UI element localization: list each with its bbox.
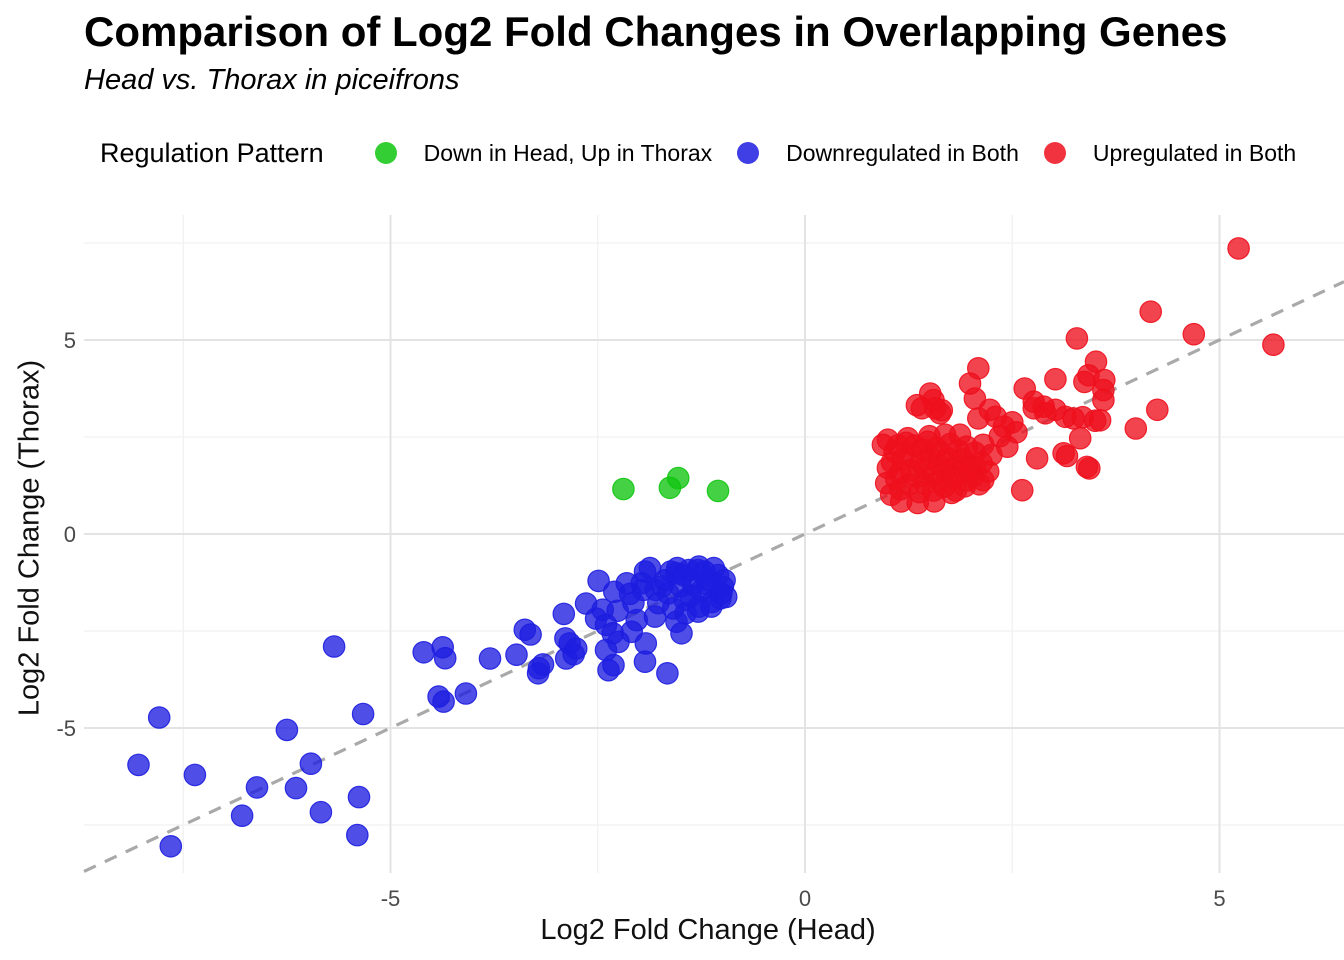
data-point: [552, 602, 576, 626]
y-axis-title: Log2 Fold Change (Thorax): [13, 359, 46, 717]
legend-label: Upregulated in Both: [1092, 139, 1297, 166]
x-tick-label: 0: [799, 886, 811, 911]
data-point: [159, 834, 183, 858]
data-point: [612, 477, 635, 501]
data-point: [587, 569, 610, 593]
data-point: [564, 637, 588, 660]
data-point: [345, 823, 369, 847]
data-point: [1065, 327, 1089, 350]
data-point: [1227, 237, 1250, 260]
data-point: [1078, 457, 1101, 480]
legend-item-down-head-up-thorax[interactable]: Down in Head, Up in Thorax: [374, 139, 713, 167]
data-point: [478, 647, 502, 670]
data-point: [1182, 322, 1206, 346]
data-point: [966, 356, 990, 380]
data-point: [147, 706, 171, 729]
data-point: [1055, 444, 1079, 468]
legend: Regulation Pattern Down in Head, Up in T…: [100, 134, 1296, 172]
chart-title: Comparison of Log2 Fold Changes in Overl…: [84, 8, 1228, 55]
legend-item-upregulated-both[interactable]: Upregulated in Both: [1043, 139, 1297, 167]
legend-dot-green-icon: [374, 142, 397, 164]
x-tick-label: 5: [1213, 886, 1225, 911]
data-point: [433, 646, 457, 670]
legend-dot-red-icon: [1043, 142, 1066, 164]
data-point: [1124, 417, 1148, 440]
data-point: [1093, 368, 1116, 392]
data-point: [322, 635, 346, 658]
data-point: [634, 632, 658, 655]
data-point: [930, 398, 954, 422]
data-point: [1025, 446, 1049, 470]
data-point: [1010, 478, 1034, 502]
data-point: [625, 608, 648, 632]
data-point: [1139, 300, 1162, 323]
data-point: [1088, 408, 1112, 432]
data-point: [1146, 398, 1169, 422]
data-point: [275, 718, 299, 742]
data-point: [714, 585, 738, 609]
data-point: [351, 702, 375, 726]
data-point: [245, 776, 269, 799]
legend-item-downregulated-both[interactable]: Downregulated in Both: [737, 140, 1019, 167]
data-point: [971, 468, 995, 492]
data-point: [284, 776, 308, 800]
data-point: [454, 682, 478, 705]
x-axis-title: Log2 Fold Change (Head): [540, 914, 876, 946]
data-point: [656, 661, 679, 685]
data-point: [432, 690, 455, 713]
data-point: [1262, 333, 1285, 356]
data-point: [299, 752, 323, 775]
data-point: [127, 753, 150, 777]
data-point: [505, 643, 528, 666]
data-point: [412, 640, 435, 664]
y-tick-label: -5: [56, 716, 76, 741]
data-point: [1044, 367, 1067, 391]
data-point: [670, 621, 693, 645]
legend-dot-blue-icon: [737, 142, 760, 164]
data-point: [519, 623, 542, 646]
data-point: [309, 800, 333, 824]
data-point: [531, 653, 555, 676]
data-point: [706, 479, 730, 503]
y-tick-label: 0: [64, 522, 76, 547]
data-point: [347, 785, 371, 809]
legend-label: Down in Head, Up in Thorax: [423, 139, 713, 166]
data-point: [183, 763, 207, 787]
data-point: [230, 804, 254, 827]
y-tick-label: 5: [64, 328, 76, 353]
data-point: [1068, 426, 1092, 450]
data-point: [602, 653, 625, 677]
x-tick-label: -5: [381, 886, 401, 911]
chart-subtitle: Head vs. Thorax in piceifrons: [84, 64, 460, 96]
data-point: [666, 466, 690, 490]
data-point: [1005, 420, 1028, 444]
legend-label: Downregulated in Both: [786, 139, 1019, 166]
legend-title: Regulation Pattern: [100, 137, 324, 168]
